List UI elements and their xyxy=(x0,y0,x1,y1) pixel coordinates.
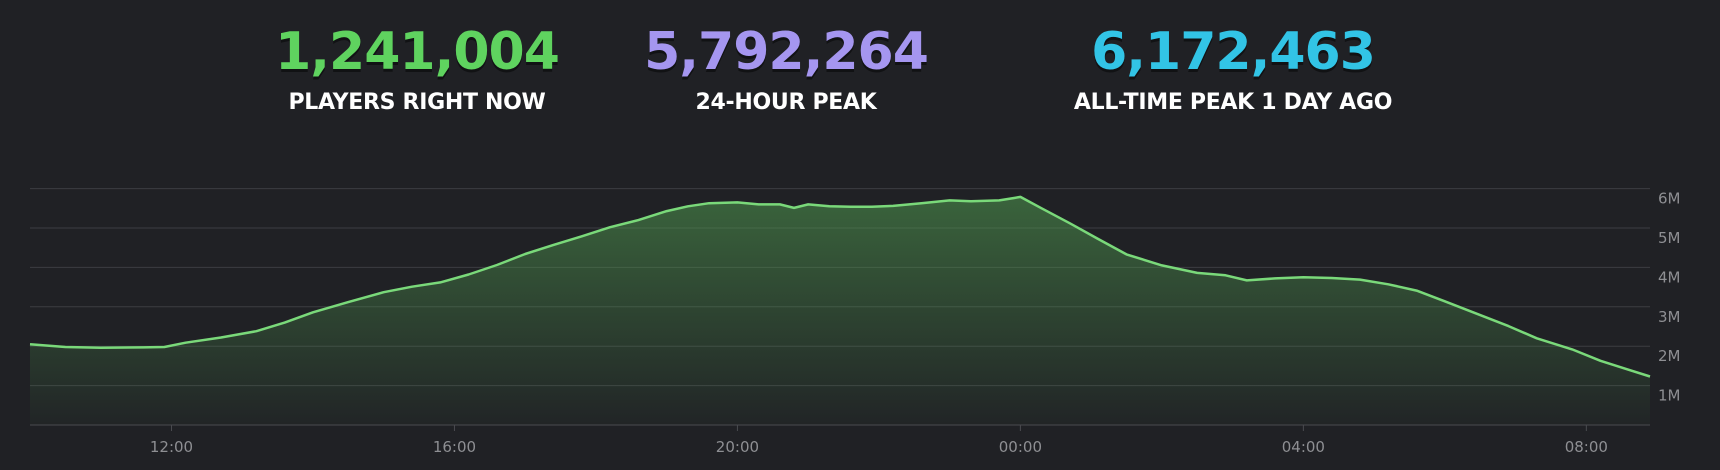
all-time-peak-value: 6,172,463 xyxy=(1091,22,1376,82)
x-tick-label: 08:00 xyxy=(1565,438,1608,456)
stat-current-players: 1,241,004 PLAYERS RIGHT NOW xyxy=(207,18,627,118)
x-tick-label: 16:00 xyxy=(433,438,476,456)
y-tick-label: 3M xyxy=(1658,308,1681,326)
all-time-peak-label: ALL-TIME PEAK 1 DAY AGO xyxy=(1073,90,1393,115)
y-tick-label: 5M xyxy=(1658,229,1681,247)
current-players-label: PLAYERS RIGHT NOW xyxy=(288,90,546,115)
x-tick-label: 00:00 xyxy=(999,438,1042,456)
player-count-area xyxy=(30,196,1650,425)
current-players-value: 1,241,004 xyxy=(275,22,560,82)
stat-all-time-peak: 6,172,463 ALL-TIME PEAK 1 DAY AGO xyxy=(1023,18,1443,118)
x-tick-label: 12:00 xyxy=(150,438,193,456)
area-layer xyxy=(29,195,1651,425)
y-tick-label: 1M xyxy=(1658,387,1681,405)
24-hour-peak-label: 24-HOUR PEAK xyxy=(695,90,877,115)
y-tick-label: 2M xyxy=(1658,347,1681,365)
x-tick-label: 20:00 xyxy=(716,438,759,456)
x-tick-label: 04:00 xyxy=(1282,438,1325,456)
stat-24-hour-peak: 5,792,264 24-HOUR PEAK xyxy=(576,18,996,118)
24-hour-peak-value: 5,792,264 xyxy=(644,22,929,82)
y-tick-label: 4M xyxy=(1658,268,1681,286)
y-tick-label: 6M xyxy=(1658,190,1681,208)
axis-layer: 1M 2M 3M 4M 5M 6M 12:00 16:00 20:00 00:00 04:00 08:… xyxy=(30,190,1681,456)
